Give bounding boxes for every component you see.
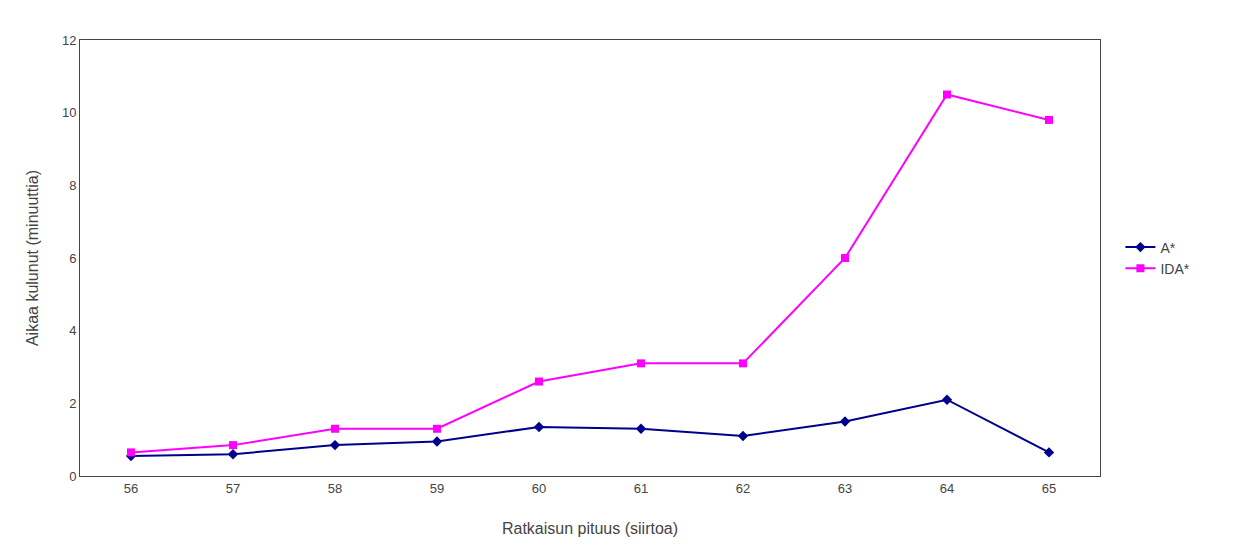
svg-text:A*: A*	[1160, 240, 1175, 256]
svg-text:65: 65	[1042, 481, 1056, 496]
svg-text:63: 63	[838, 481, 852, 496]
svg-text:62: 62	[736, 481, 750, 496]
svg-text:6: 6	[69, 251, 76, 266]
svg-text:12: 12	[62, 33, 76, 48]
svg-text:64: 64	[940, 481, 954, 496]
svg-text:Aikaa kulunut (minuuttia): Aikaa kulunut (minuuttia)	[24, 170, 41, 346]
svg-text:59: 59	[430, 481, 444, 496]
svg-text:0: 0	[69, 469, 76, 484]
svg-text:Ratkaisun pituus (siirtoa): Ratkaisun pituus (siirtoa)	[502, 520, 678, 537]
svg-text:60: 60	[532, 481, 546, 496]
svg-text:IDA*: IDA*	[1160, 261, 1189, 277]
svg-text:58: 58	[328, 481, 342, 496]
svg-text:4: 4	[69, 323, 76, 338]
svg-text:10: 10	[62, 105, 76, 120]
svg-text:8: 8	[69, 178, 76, 193]
svg-text:57: 57	[226, 481, 240, 496]
svg-text:56: 56	[124, 481, 138, 496]
svg-text:2: 2	[69, 396, 76, 411]
svg-text:61: 61	[634, 481, 648, 496]
